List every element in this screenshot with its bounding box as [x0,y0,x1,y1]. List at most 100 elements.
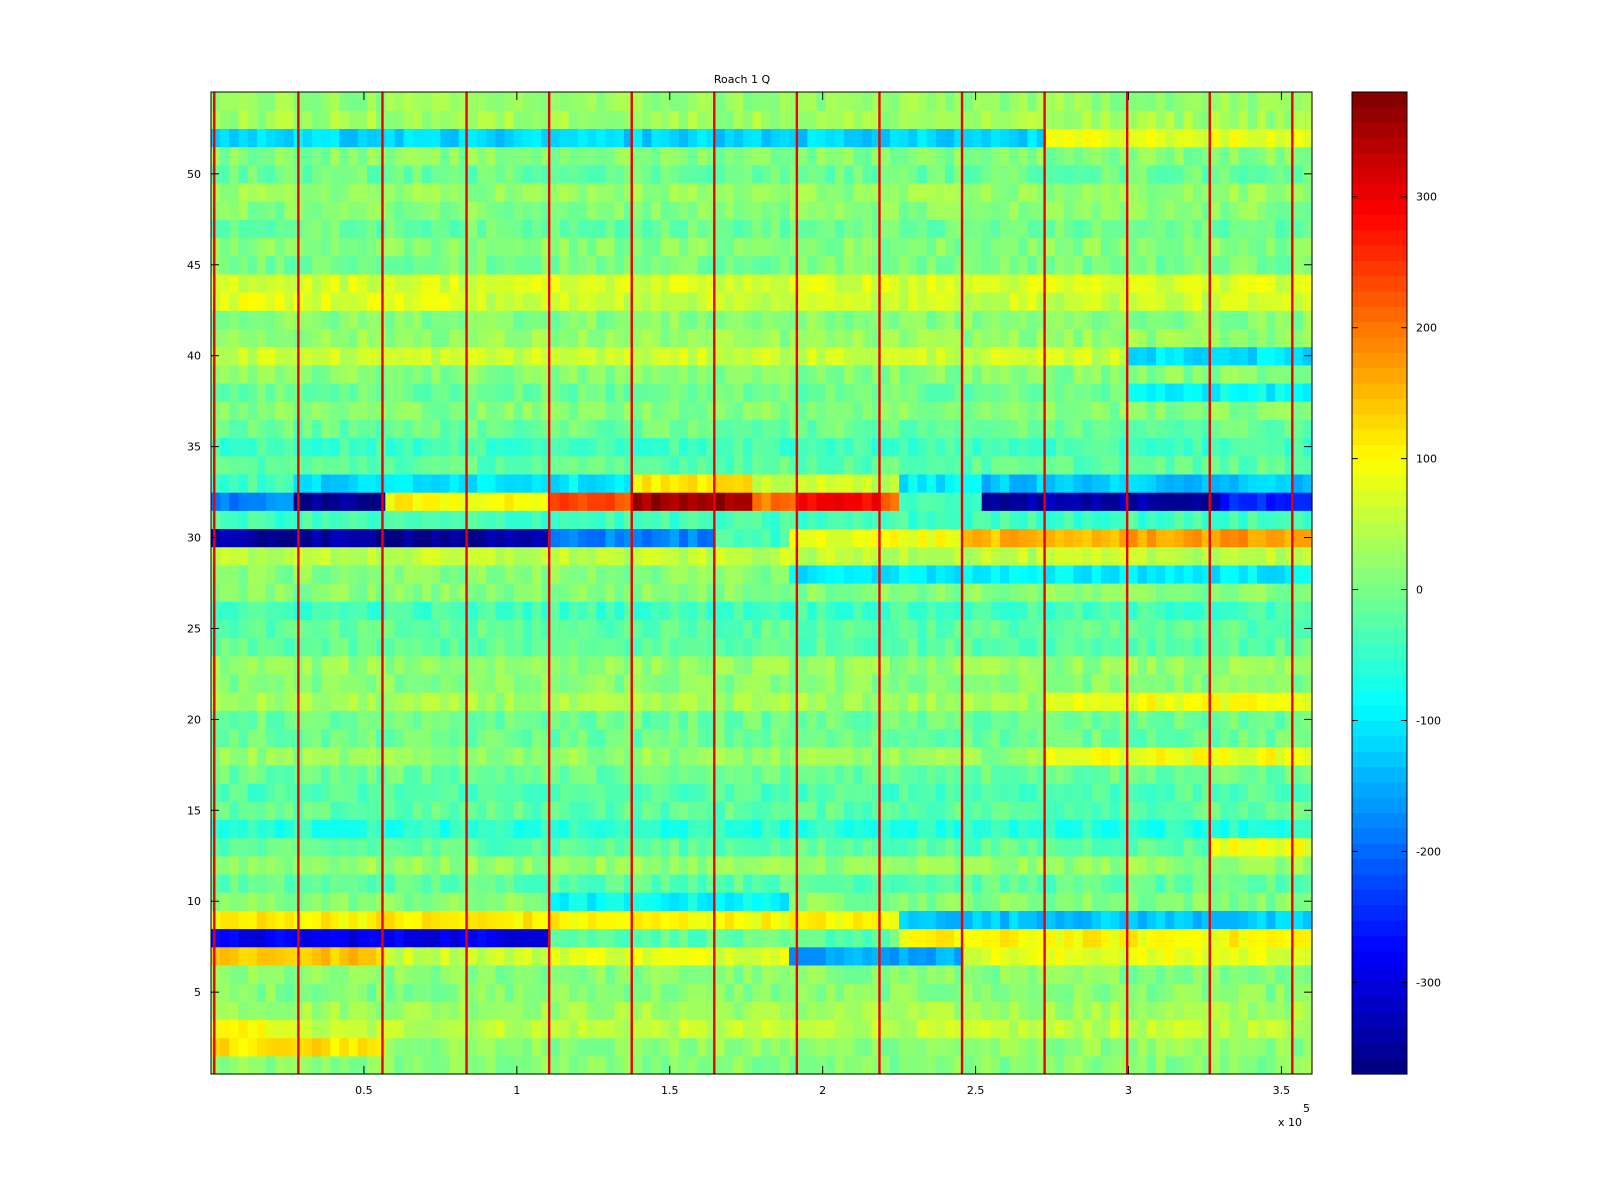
heatmap-cell [1119,492,1130,511]
heatmap-cell [440,1055,451,1075]
heatmap-cell [366,783,377,802]
heatmap-cell [688,1019,698,1039]
heatmap-cell [935,819,946,839]
heatmap-cell [403,1001,414,1021]
heatmap-cell [339,619,350,639]
heatmap-cell [660,310,671,330]
heatmap-cell [743,564,753,584]
heatmap-cell [275,437,286,457]
heatmap-cell [816,546,827,566]
heatmap-cell [1293,673,1304,693]
heatmap-cell [633,346,643,366]
heatmap-cell [926,382,937,402]
heatmap-cell [412,673,423,693]
heatmap-cell [935,783,946,802]
heatmap-cell [880,619,891,639]
heatmap-cell [229,364,240,384]
heatmap-cell [899,928,909,948]
heatmap-cell [697,546,708,566]
heatmap-cell [596,983,607,1002]
heatmap-cell [321,1055,331,1075]
heatmap-cell [1211,601,1221,620]
heatmap-cell [981,910,992,930]
heatmap-cell [1000,473,1010,493]
heatmap-cell [256,801,267,821]
heatmap-cell [633,1001,643,1021]
heatmap-cell [495,801,506,821]
heatmap-cell [862,382,873,402]
heatmap-cell [798,1037,808,1057]
heatmap-cell [1201,637,1212,657]
heatmap-cell [715,473,726,493]
heatmap-cell [853,455,864,475]
heatmap-cell [990,728,1001,748]
heatmap-cell [642,655,653,675]
heatmap-cell [945,346,955,366]
heatmap-cell [568,1037,579,1057]
heatmap-cell [1293,655,1304,675]
heatmap-cell [284,910,295,930]
heatmap-cell [321,855,331,875]
heatmap-cell [1229,783,1240,802]
heatmap-cell [321,783,331,802]
heatmap-cell [623,910,634,930]
heatmap-cell [990,1019,1001,1039]
heatmap-cell [1183,328,1194,348]
heatmap-cell [587,473,597,493]
heatmap-cell [1036,655,1047,675]
heatmap-cell [357,692,368,711]
heatmap-cell [275,564,286,584]
heatmap-cell [1027,946,1038,966]
heatmap-cell [1100,328,1111,348]
heatmap-cell [1266,946,1276,966]
heatmap-cell [550,473,561,493]
heatmap-cell [1018,692,1029,711]
heatmap-cell [789,601,799,620]
heatmap-cell [321,873,331,893]
heatmap-cell [1247,855,1258,875]
heatmap-cell [972,364,983,384]
heatmap-cell [706,310,717,330]
heatmap-cell [559,1055,570,1075]
heatmap-cell [651,310,662,330]
heatmap-cell [825,1055,836,1075]
heatmap-cell [412,946,423,966]
heatmap-cell [1091,401,1102,420]
heatmap-cell [1247,364,1258,384]
heatmap-cell [1045,873,1056,893]
heatmap-cell [844,964,854,984]
heatmap-cell [495,546,506,566]
heatmap-cell [1100,619,1111,639]
heatmap-cell [1009,419,1020,439]
heatmap-cell [880,328,891,348]
heatmap-cell [394,310,405,330]
heatmap-cell [1119,510,1130,530]
heatmap-cell [578,873,588,893]
heatmap-cell [275,1037,286,1057]
heatmap-cell [1266,601,1276,620]
heatmap-cell [1238,401,1249,420]
heatmap-cell [458,764,469,784]
heatmap-cell [1045,492,1056,511]
heatmap-cell [1238,546,1249,566]
heatmap-cell [1146,546,1157,566]
heatmap-cell [834,910,845,930]
heatmap-cell [1073,1001,1084,1021]
heatmap-cell [284,437,295,457]
heatmap-cell [467,328,478,348]
heatmap-cell [541,346,552,366]
heatmap-cell [945,692,955,711]
heatmap-cell [899,583,909,602]
heatmap-cell [1055,492,1065,511]
heatmap-cell [238,583,249,602]
heatmap-cell [715,546,726,566]
plot-area [210,91,1313,1075]
heatmap-cell [1064,946,1075,966]
heatmap-cell [1100,873,1111,893]
heatmap-cell [1284,546,1295,566]
heatmap-cell [394,619,405,639]
heatmap-cell [458,710,469,730]
heatmap-cell [366,510,377,530]
heatmap-cell [1000,528,1010,548]
heatmap-cell [1073,1019,1084,1039]
